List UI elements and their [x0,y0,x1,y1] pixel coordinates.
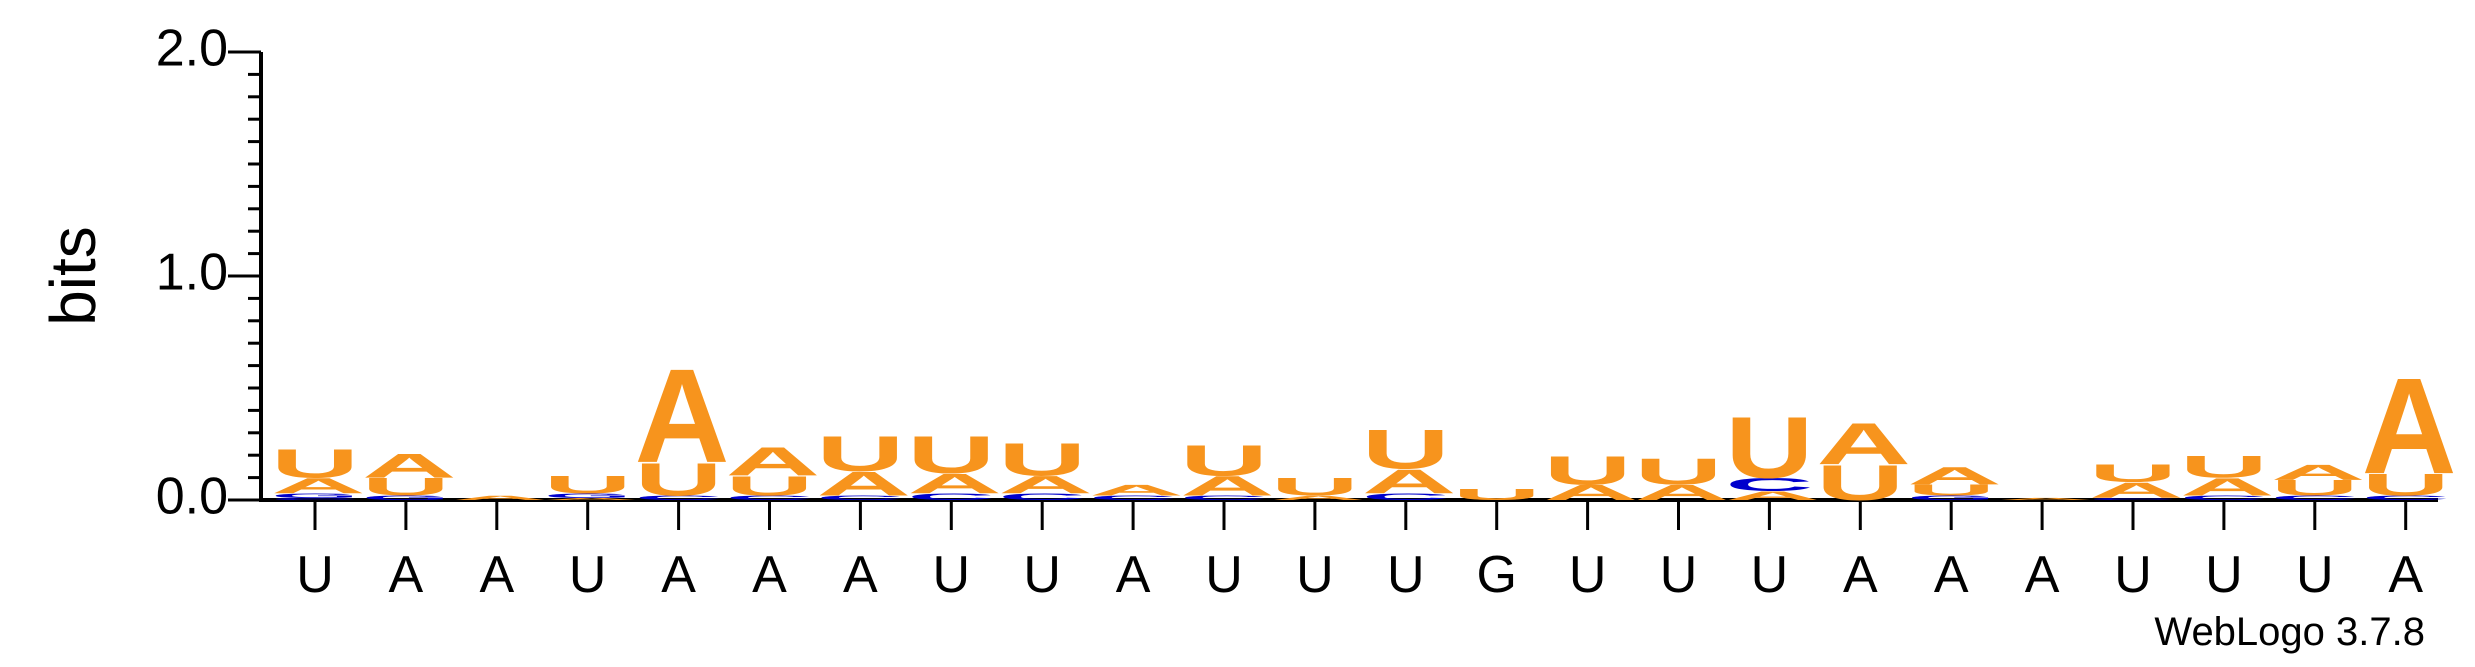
logo-glyph-C: C [635,494,723,501]
logo-glyph-C: C [1725,474,1813,495]
logo-glyph-U: U [1816,455,1904,511]
y-axis-label: bits [37,226,109,326]
logo-glyph-A: A [2180,473,2275,501]
logo-glyph-U: U [635,453,723,506]
logo-glyph-A: A [726,439,821,484]
x-tick-label: A [1116,546,1151,604]
y-axis-ticks [228,50,261,502]
logo-glyph-C: C [2089,497,2177,500]
logo-glyph-U: U [1725,399,1813,496]
logo-glyph-U: U [544,471,632,499]
y-axis: 0.0 1.0 2.0 bits [37,20,263,526]
logo-glyph-G: G [362,494,450,501]
logo-glyph-A: A [1816,411,1911,477]
logo-glyph-A: A [1089,481,1184,498]
logo-glyph-C: C [726,494,814,501]
logo-glyph-C: C [907,492,995,502]
logo-glyph-C: C [2180,494,2268,501]
x-tick-label: U [2296,546,2334,604]
x-tick-label: A [1934,546,1969,604]
logo-glyph-C: C [1180,494,1268,501]
logo-glyph-C: C [816,494,904,501]
logo-glyph-U: U [1544,448,1632,493]
logo-glyph-A: A [2362,351,2457,503]
logo-glyph-U: U [726,470,814,501]
y-tick-label-2: 2.0 [156,20,228,78]
x-tick-label: U [1387,546,1425,604]
x-tick-label: U [1296,546,1334,604]
x-tick-label: A [1843,546,1878,604]
logo-glyph-U: U [1362,418,1450,481]
logo-glyph-U: U [1271,473,1359,501]
x-tick-label: U [1023,546,1061,604]
logo-glyph-U: U [2271,476,2359,500]
x-tick-label: U [1205,546,1243,604]
logo-glyph-U: U [2362,468,2450,503]
logo-glyph-C: C [2362,494,2450,501]
x-tick-label: G [1476,546,1516,604]
logo-glyph-A: A [2089,478,2184,502]
logo-glyph-U: U [1453,486,1541,503]
logo-glyph-A: A [998,471,1093,499]
x-tick-label: U [296,546,334,604]
logo-glyph-A: A [1362,463,1457,501]
x-tick-label: U [933,546,971,604]
logo-glyph-A: A [635,342,730,491]
y-tick-label-1: 1.0 [156,244,228,302]
x-tick-label: A [843,546,878,604]
logo-glyph-A: A [2271,460,2366,484]
x-tick-label: A [661,546,696,604]
x-tick-label: A [2388,546,2423,604]
logo-glyph-A: A [1998,497,2093,500]
logo-glyph-U: U [271,442,359,487]
logo-glyph-A: A [1271,494,1366,501]
logo-glyph-U: U [816,426,904,482]
logo-glyph-G: G [544,492,632,499]
logo-glyph-A: A [1180,470,1275,501]
x-tick-label: A [752,546,787,604]
x-tick-label: U [1660,546,1698,604]
logo-glyph-C: C [271,497,359,500]
logo-glyph-A: A [362,447,457,485]
logo-glyph-U: U [998,433,1086,486]
x-tick-label: A [389,546,424,604]
x-tick-label: U [2114,546,2152,604]
x-tick-label: U [1751,546,1789,604]
logo-glyph-A: A [1907,462,2002,490]
x-tick-label: A [479,546,514,604]
x-tick-label: U [1569,546,1607,604]
logo-glyph-U: U [1180,436,1268,485]
weblogo-credit: WebLogo 3.7.8 [2154,610,2425,654]
logo-glyph-A: A [1544,480,1639,504]
logo-glyph-A: A [271,474,366,498]
logo-glyph-A: A [907,468,1002,499]
x-tick-label: U [2205,546,2243,604]
logo-glyph-C: C [2271,494,2359,501]
logo-glyph-A: A [816,465,911,503]
logo-glyph-C: C [1089,494,1177,501]
x-tick-label: U [569,546,607,604]
logo-glyph-U: U [2180,450,2268,485]
logo-glyph-C: C [1362,492,1450,502]
y-tick-label-0: 0.0 [156,468,228,526]
logo-glyph-A: A [544,497,639,500]
logo-glyph-U: U [2089,459,2177,487]
logo-glyph-U: U [1907,482,1995,499]
logo-glyph-A: A [1635,480,1730,504]
logo-glyph-U: U [1635,451,1723,493]
logo-glyph-G: G [1907,494,1995,501]
logo-glyph-A: A [453,494,548,501]
logo-glyph-A: A [1725,489,1820,503]
x-tick-label: A [2025,546,2060,604]
logo-glyph-U: U [362,473,450,501]
logo-glyph-U: U [907,425,995,484]
logo-glyph-G: G [271,492,359,499]
logo-glyph-C: C [998,492,1086,502]
